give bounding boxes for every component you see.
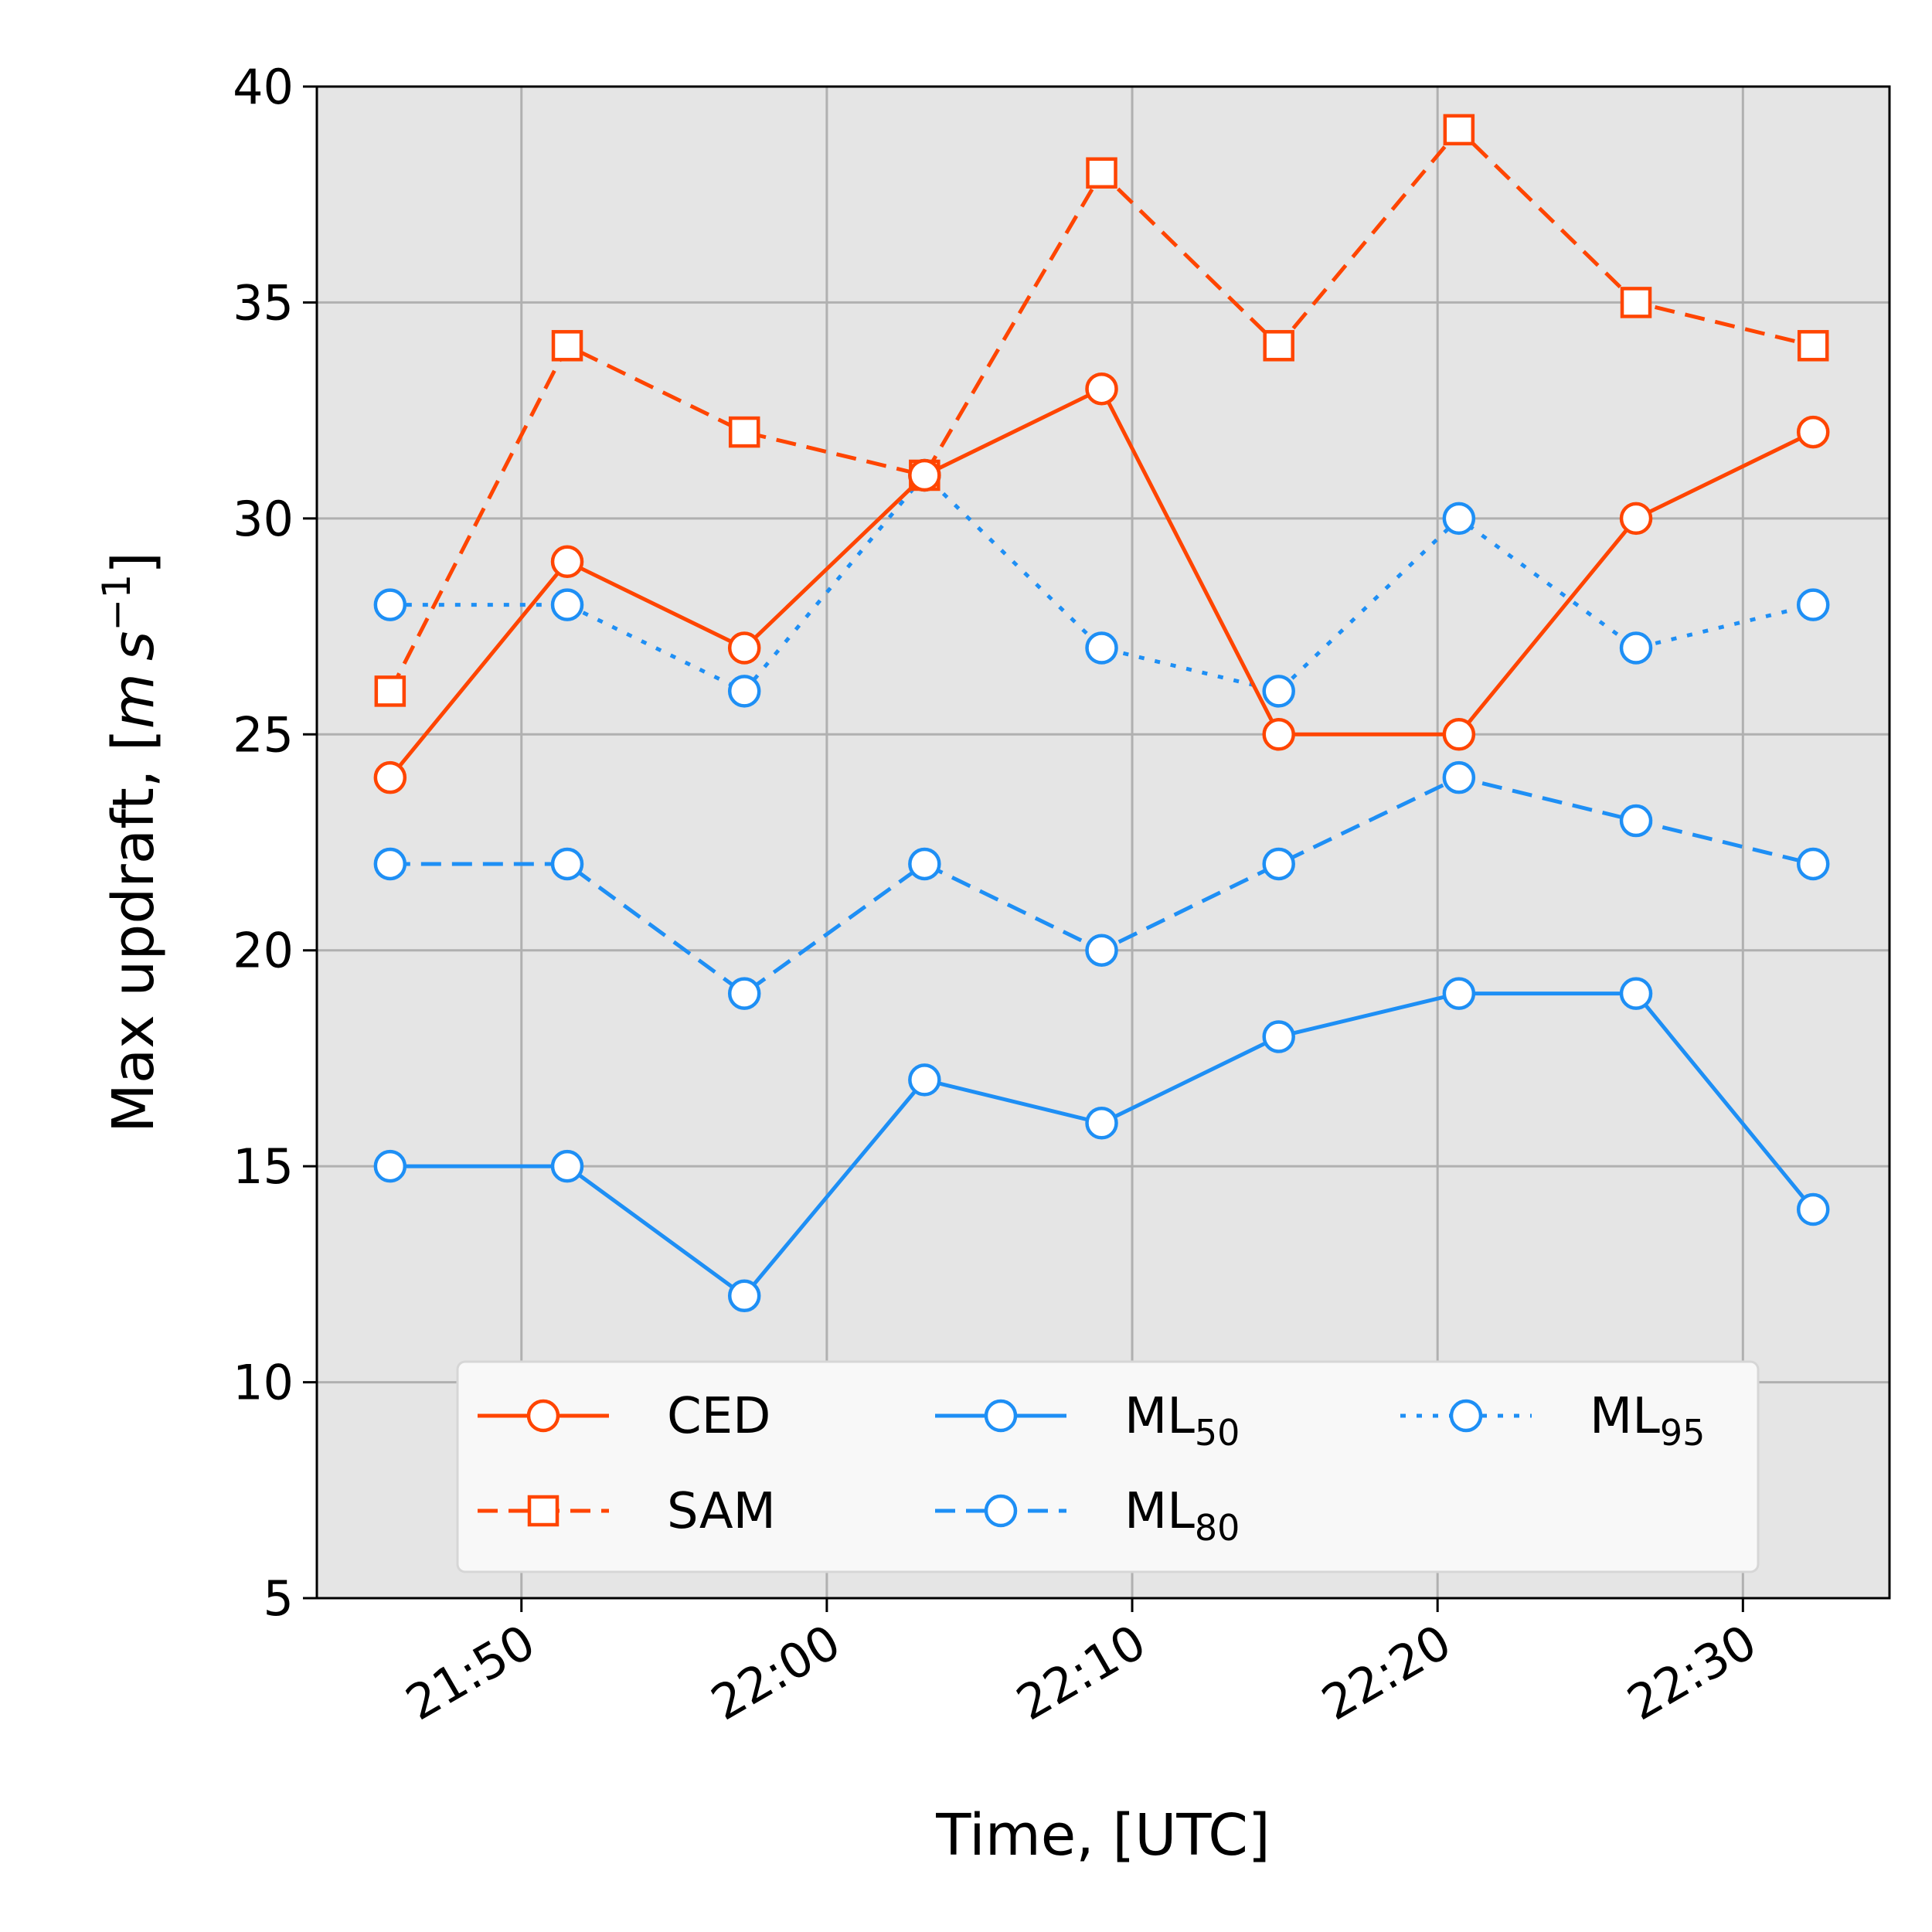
legend-marker <box>527 1495 560 1527</box>
data-point <box>1442 977 1476 1010</box>
y-axis-unit-m: m <box>100 673 167 729</box>
series-ml50 <box>373 977 1830 1313</box>
data-point <box>1620 287 1652 318</box>
y-tick-label: 25 <box>233 706 294 763</box>
x-tick-label: 21:50 <box>396 1614 544 1732</box>
data-point <box>1262 675 1295 708</box>
data-point <box>1262 1020 1295 1053</box>
data-point <box>1262 718 1295 751</box>
data-point <box>550 847 584 881</box>
data-point <box>727 675 761 708</box>
data-point <box>550 1149 584 1183</box>
data-point <box>1262 847 1295 881</box>
legend-item-ml80: ML80 <box>935 1483 1240 1549</box>
y-tick-label: 10 <box>233 1355 294 1411</box>
y-axis-unit-exponent: −1 <box>94 574 139 631</box>
data-point <box>727 977 761 1010</box>
x-tick-label: 22:00 <box>702 1614 849 1732</box>
legend-marker <box>526 1399 560 1433</box>
legend-label: ML80 <box>1124 1483 1240 1549</box>
x-tick-label: 22:20 <box>1312 1614 1460 1732</box>
y-tick-label: 20 <box>233 923 294 979</box>
data-point <box>1796 588 1830 621</box>
y-axis-title-close: ] <box>100 552 167 574</box>
data-point <box>728 416 760 448</box>
data-point <box>1796 847 1830 881</box>
y-tick-label: 30 <box>233 491 294 547</box>
legend-marker <box>1449 1399 1483 1433</box>
legend-marker <box>984 1399 1018 1433</box>
y-tick-label: 5 <box>264 1570 294 1627</box>
legend-item-ml50: ML50 <box>935 1388 1240 1454</box>
legend-item-ced: CED <box>478 1388 770 1445</box>
data-point <box>550 588 584 621</box>
legend-label: CED <box>667 1388 770 1445</box>
data-point <box>908 847 941 881</box>
data-point <box>908 1063 941 1097</box>
data-point <box>1085 631 1118 665</box>
data-point <box>727 631 761 665</box>
data-point <box>727 1279 761 1313</box>
y-tick-label: 35 <box>233 274 294 331</box>
x-axis-title: Time, [UTC] <box>935 1802 1270 1869</box>
data-point <box>1619 804 1653 838</box>
legend-label: SAM <box>667 1483 776 1540</box>
legend-frame <box>456 1360 1760 1573</box>
data-point <box>1443 114 1475 146</box>
series-line <box>389 473 1814 693</box>
data-point <box>1086 157 1117 189</box>
y-tick-label: 15 <box>233 1138 294 1195</box>
data-point <box>550 545 584 578</box>
data-point <box>373 588 407 621</box>
data-point <box>1085 372 1118 406</box>
data-point <box>1442 502 1476 536</box>
series-ml80 <box>373 760 1830 1010</box>
data-point <box>1263 330 1294 362</box>
y-axis-title: Max updraft, [ms−1] <box>94 552 167 1133</box>
series-ml95 <box>373 458 1830 708</box>
data-point <box>1796 1192 1830 1226</box>
axes-frame <box>315 85 1891 1600</box>
data-series <box>373 114 1830 1313</box>
data-point <box>1619 977 1653 1010</box>
data-point <box>908 458 941 492</box>
series-sam <box>374 114 1829 707</box>
legend-item-ml95: ML95 <box>1400 1388 1705 1454</box>
legend-label: ML50 <box>1124 1388 1240 1454</box>
data-point <box>373 760 407 794</box>
y-tick-label: 40 <box>233 59 294 115</box>
data-point <box>1796 415 1830 449</box>
x-tick-label: 22:30 <box>1618 1614 1766 1732</box>
legend-marker <box>984 1494 1018 1528</box>
data-point <box>1797 330 1829 362</box>
data-point <box>374 675 406 707</box>
legend-label: ML95 <box>1590 1388 1705 1454</box>
data-point <box>551 330 583 362</box>
data-point <box>1619 631 1653 665</box>
series-ced <box>373 372 1830 794</box>
y-axis-title-main: Max updraft, [ <box>100 729 167 1133</box>
data-point <box>373 1149 407 1183</box>
legend-item-sam: SAM <box>478 1483 776 1540</box>
x-tick-label: 22:10 <box>1007 1614 1155 1732</box>
data-point <box>1085 1107 1118 1140</box>
data-point <box>1085 934 1118 967</box>
data-point <box>1442 760 1476 794</box>
y-axis-unit-s: s <box>100 631 167 662</box>
data-point <box>1442 718 1476 751</box>
legend: CED SAM ML50 ML80 ML95 <box>456 1360 1760 1573</box>
data-point <box>1619 502 1653 536</box>
data-point <box>373 847 407 881</box>
